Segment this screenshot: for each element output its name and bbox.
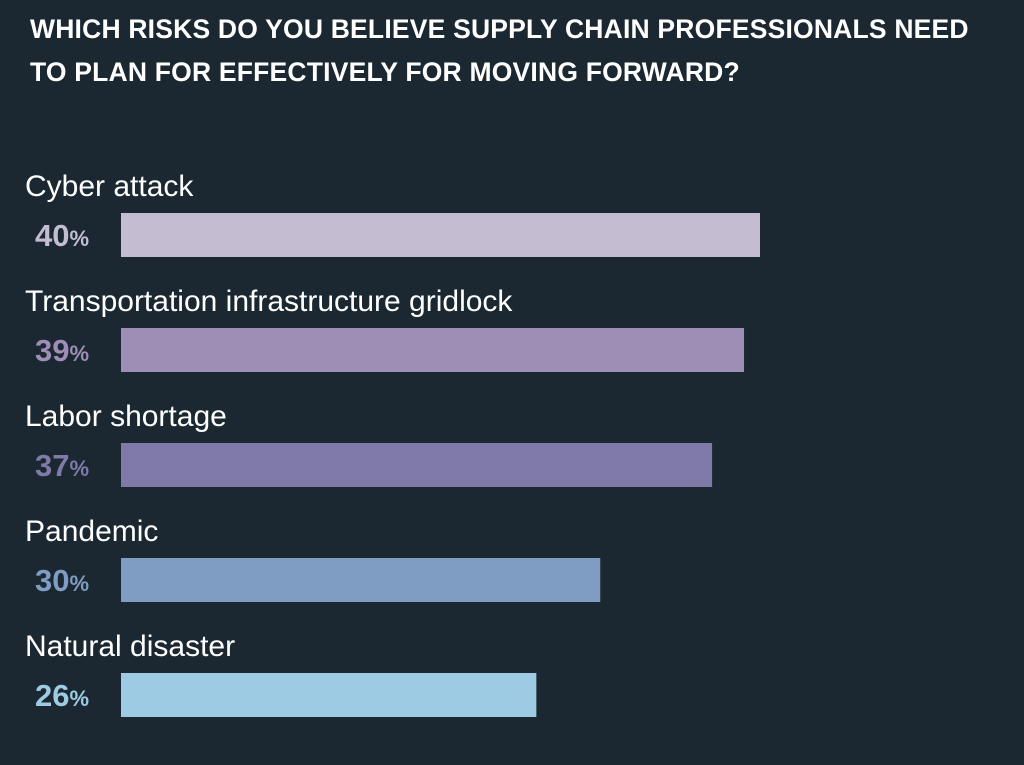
value-label: 39% xyxy=(35,333,89,368)
bar xyxy=(121,213,760,257)
category-label: Labor shortage xyxy=(25,400,227,433)
category-label: Transportation infrastructure gridlock xyxy=(25,285,513,318)
category-label: Natural disaster xyxy=(25,630,235,663)
value-label: 40% xyxy=(35,218,89,253)
bar xyxy=(121,558,601,602)
chart-title: WHICH RISKS DO YOU BELIEVE SUPPLY CHAIN … xyxy=(30,14,969,87)
category-label: Cyber attack xyxy=(25,170,194,203)
category-label: Pandemic xyxy=(25,515,158,548)
bar xyxy=(121,443,713,487)
bar xyxy=(121,328,745,372)
value-label: 37% xyxy=(35,448,89,483)
value-label: 30% xyxy=(35,563,89,598)
bar xyxy=(121,673,537,717)
value-label: 26% xyxy=(35,678,89,713)
